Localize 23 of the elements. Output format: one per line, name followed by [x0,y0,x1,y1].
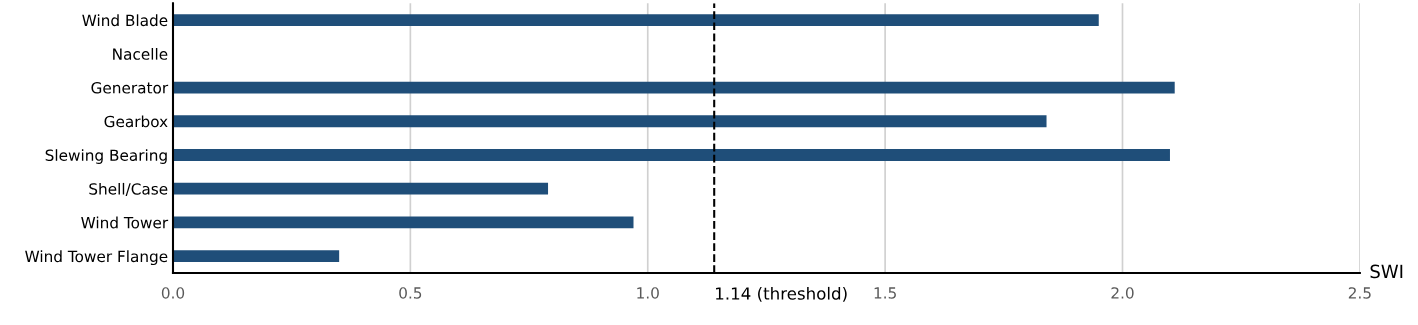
bar [173,182,549,195]
y-tick-label: Generator [91,82,169,94]
y-tick-label: Shell/Case [89,182,168,196]
bar [173,115,1047,128]
x-tick-label: 2.0 [1111,287,1134,299]
y-tick-label: Gearbox [104,115,168,128]
ref-line-label: 1.14 (threshold) [716,286,847,302]
x-axis-title: SWI [1370,264,1403,279]
x-tick-label: 1.5 [874,287,896,299]
bar [173,14,1099,27]
bar [173,250,340,263]
y-tick-label: Wind Tower Flange [25,250,168,266]
x-tick-label: 1.0 [637,287,659,299]
y-tick-label: Wind Tower [81,216,169,229]
x-tick-label: 0.0 [161,287,185,299]
bar [173,149,1170,161]
bar [173,81,1175,94]
x-tick-label: 0.5 [399,287,422,299]
bar [173,216,634,229]
x-tick-label: 2.5 [1348,287,1371,299]
y-tick-label: Nacelle [113,48,168,60]
y-tick-label: Wind Blade [82,14,168,27]
y-tick-label: Slewing Bearing [45,149,167,164]
